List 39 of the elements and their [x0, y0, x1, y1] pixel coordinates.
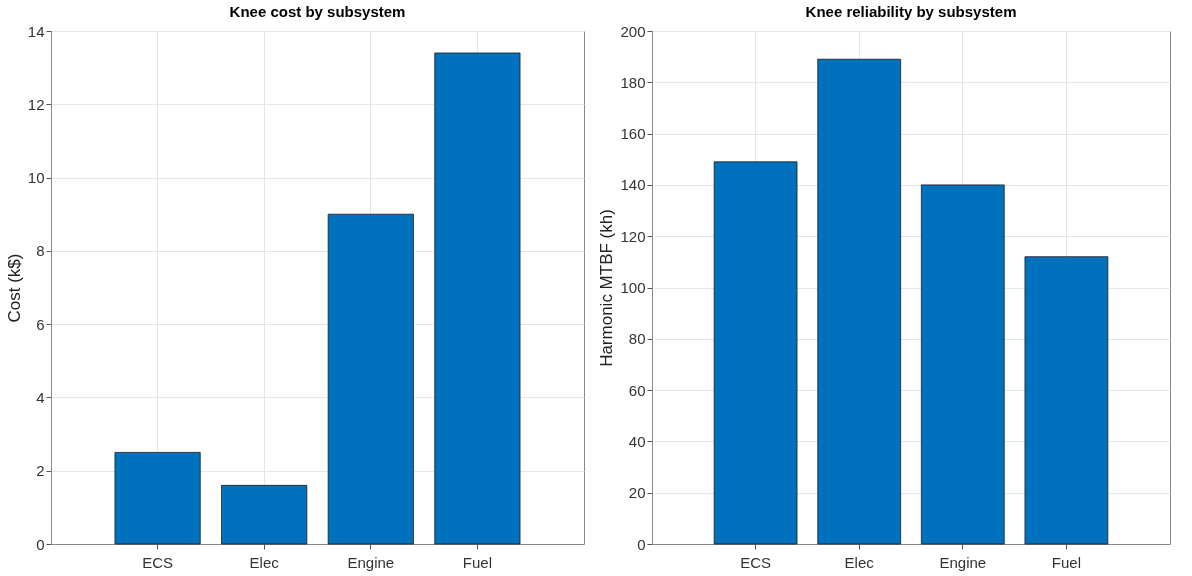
y-tick-label: 180 — [620, 73, 646, 91]
y-tick-label: 12 — [27, 95, 45, 113]
bar — [434, 52, 521, 545]
y-tick-label: 0 — [637, 535, 646, 553]
x-tick-label: Engine — [939, 553, 987, 571]
x-tick-label: Elec — [249, 553, 280, 571]
bar — [1024, 256, 1109, 545]
bar — [817, 58, 902, 545]
bar — [327, 213, 414, 545]
y-tick-label: 6 — [36, 315, 45, 333]
y-tick-label: 4 — [36, 388, 45, 406]
y-tick-label: 140 — [620, 176, 646, 194]
y-tick-label: 100 — [620, 279, 646, 296]
x-tick-label: Elec — [844, 553, 875, 571]
chart-title: Knee cost by subsystem — [229, 3, 406, 20]
y-tick-label: 14 — [27, 22, 45, 40]
y-tick-label: 0 — [36, 535, 45, 553]
y-tick-label: 8 — [36, 242, 45, 260]
x-tick-label: Fuel — [1051, 553, 1081, 571]
x-tick-label: ECS — [142, 553, 174, 571]
y-tick-label: 10 — [27, 169, 45, 187]
y-tick-label: 40 — [628, 432, 646, 450]
x-tick-label: ECS — [740, 553, 772, 571]
y-tick-label: 120 — [620, 227, 646, 245]
bar — [713, 161, 798, 545]
bar — [920, 184, 1005, 545]
y-tick-label: 60 — [628, 381, 646, 399]
y-tick-label: 80 — [628, 330, 646, 348]
y-tick-label: 2 — [36, 462, 45, 480]
y-axis-title: Harmonic MTBF (kh) — [597, 209, 617, 367]
x-tick-label: Fuel — [462, 553, 492, 571]
x-tick-label: Engine — [347, 553, 395, 571]
y-tick-label: 200 — [620, 22, 646, 40]
bar — [221, 484, 308, 545]
y-axis-title: Cost (k$) — [4, 253, 24, 323]
chart-title: Knee reliability by subsystem — [805, 3, 1017, 20]
bar — [114, 451, 201, 545]
y-tick-label: 20 — [628, 484, 646, 502]
y-tick-label: 160 — [620, 125, 646, 143]
